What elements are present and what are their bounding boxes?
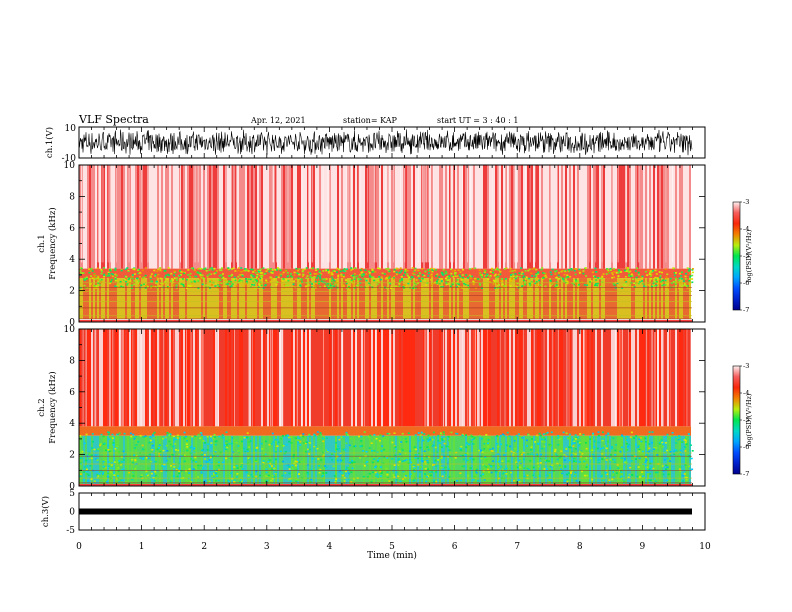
xtick-4: 4 — [327, 542, 333, 552]
ch2-spectrogram-image — [79, 329, 694, 486]
ch2-colorbar — [732, 365, 741, 475]
ch1-colorbar-tick--3: -3 — [743, 198, 749, 206]
ch1-ytick-min: -10 — [62, 154, 77, 164]
ch2-ytick-0: 0 — [69, 482, 75, 492]
ch1-ytick-4: 4 — [69, 255, 75, 265]
ch2-colorbar-tick--4: -4 — [743, 389, 749, 397]
ch2-colorbar-tick--3: -3 — [743, 362, 749, 370]
ch2-ytick-4: 4 — [69, 419, 75, 429]
ch1-colorbar-label: log(PSD)(V²/Hz) — [745, 229, 753, 282]
ch1-ytick-2: 2 — [69, 287, 75, 297]
ch2-ytick-2: 2 — [69, 451, 75, 461]
xtick-0: 0 — [76, 542, 82, 552]
xtick-9: 9 — [640, 542, 646, 552]
ch3-ytick--5: -5 — [66, 526, 75, 536]
start-time-label: start UT = 3 : 40 : 1 — [437, 116, 519, 125]
xtick-2: 2 — [201, 542, 207, 552]
ch2-ytick-8: 8 — [69, 356, 75, 366]
ch2-ylabel-channel: ch.2 — [37, 398, 47, 416]
ch1-ytick-0: 0 — [69, 318, 75, 328]
xtick-1: 1 — [139, 542, 145, 552]
ch1-ytick-10: 10 — [64, 161, 76, 171]
xtick-8: 8 — [577, 542, 583, 552]
ch3-ytick-5: 5 — [69, 489, 75, 499]
ch1-ylabel-frequency: Frequency (kHz) — [47, 207, 58, 279]
ch2-colorbar-label: log(PSD)(V²/Hz) — [745, 393, 753, 446]
ch2-colorbar-tick--5: -5 — [743, 416, 749, 424]
ch1-ylabel-channel: ch.1 — [37, 234, 47, 252]
ch2-colorbar-tick--6: -6 — [743, 443, 749, 451]
ch1-ytick-8: 8 — [69, 192, 75, 202]
ch1-colorbar-tick--5: -5 — [743, 252, 749, 260]
ch1-ytick-6: 6 — [69, 224, 75, 234]
xtick-10: 10 — [699, 542, 711, 552]
ch2-ylabel-frequency: Frequency (kHz) — [47, 371, 58, 443]
ch1-colorbar — [732, 201, 741, 311]
xtick-7: 7 — [514, 542, 520, 552]
date-label: Apr. 12, 2021 — [251, 116, 306, 125]
station-label: station= KAP — [343, 116, 397, 125]
ch2-ytick-10: 10 — [64, 325, 76, 335]
ch1-spectrogram-image — [79, 165, 694, 322]
ch1-colorbar-tick--4: -4 — [743, 225, 749, 233]
xtick-6: 6 — [452, 542, 458, 552]
ch2-ytick-6: 6 — [69, 388, 75, 398]
ch1-colorbar-tick--7: -7 — [743, 306, 749, 314]
ch1-colorbar-tick--6: -6 — [743, 279, 749, 287]
ch2-colorbar-tick--7: -7 — [743, 470, 749, 478]
xtick-5: 5 — [389, 542, 395, 552]
ch3-ytick-0: 0 — [69, 508, 75, 518]
xtick-3: 3 — [264, 542, 270, 552]
ch3-waveform-ylabel: ch.3(V) — [40, 496, 51, 527]
time-axis-label: Time (min) — [367, 550, 417, 561]
ch1-waveform-trace — [78, 129, 693, 156]
ch1-ytick-max: 10 — [65, 124, 77, 134]
plot-title: VLF Spectra — [79, 113, 149, 126]
ch1-waveform-ylabel: ch.1(V) — [44, 127, 55, 158]
ch3-waveform-trace — [79, 508, 692, 515]
